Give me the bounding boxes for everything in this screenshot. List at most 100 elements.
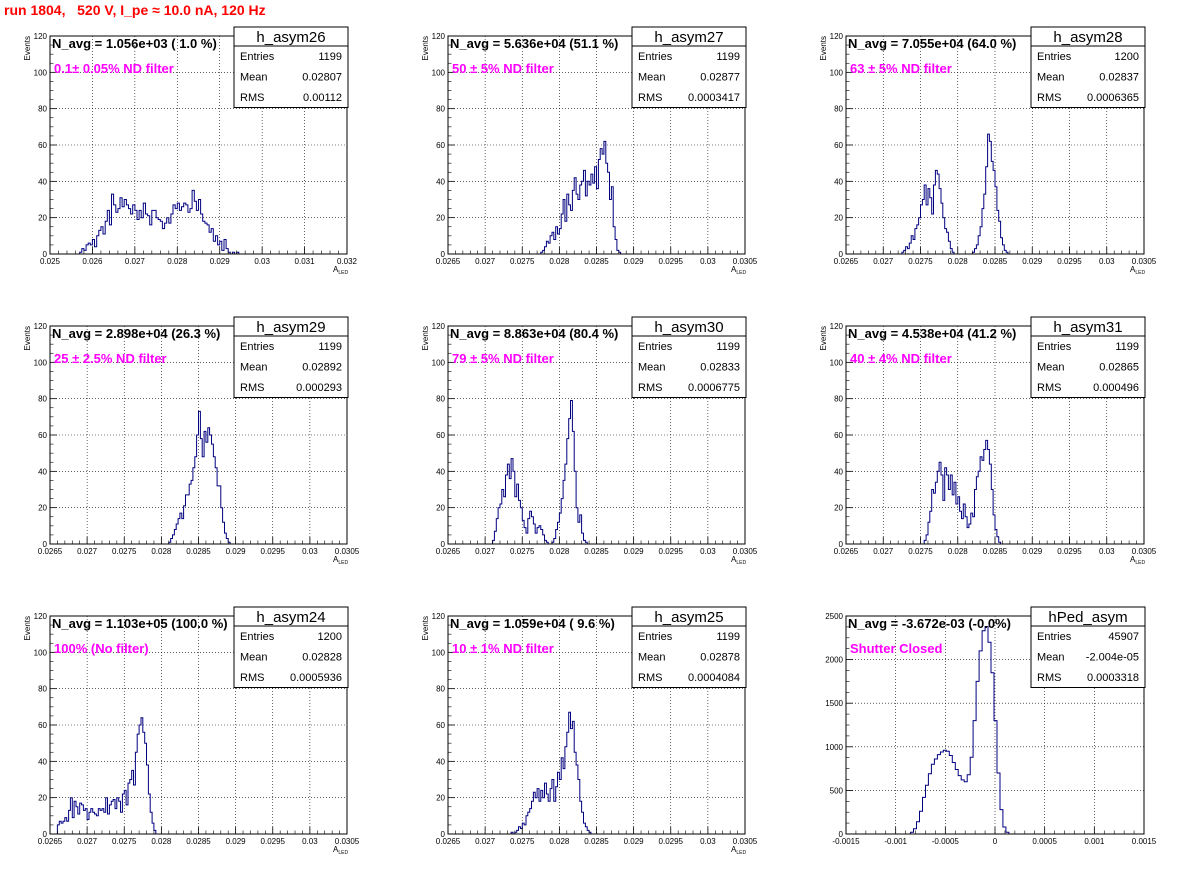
y-tick-label: 60 <box>436 431 445 440</box>
y-tick-label: 80 <box>436 395 445 404</box>
x-tick-label: 0.0265 <box>436 257 461 266</box>
y-tick-label: 0 <box>441 250 446 259</box>
x-axis-label: ALED <box>731 845 746 856</box>
y-tick-label: 80 <box>436 685 445 694</box>
y-tick-label: 60 <box>38 721 47 730</box>
y-tick-label: 40 <box>834 467 843 476</box>
x-axis-label: ALED <box>333 845 348 856</box>
y-tick-label: 80 <box>38 395 47 404</box>
navg-label: N_avg = 1.056e+03 ( 1.0 %) <box>52 36 217 51</box>
stats-box <box>631 316 747 398</box>
x-tick-label: 0.031 <box>295 257 316 266</box>
x-axis-label: ALED <box>333 265 348 276</box>
y-tick-label: 40 <box>436 757 445 766</box>
y-tick-label: 20 <box>436 794 445 803</box>
y-axis-label: Events <box>23 616 32 640</box>
stats-label: RMS <box>240 382 264 394</box>
x-tick-label: -0.001 <box>884 837 907 846</box>
x-tick-label: 0.0295 <box>659 257 684 266</box>
stats-label: Entries <box>638 631 673 643</box>
x-tick-label: 0.027 <box>475 257 496 266</box>
stats-value: 0.02877 <box>700 72 740 84</box>
stats-box <box>631 26 747 108</box>
stats-box <box>1030 26 1146 108</box>
navg-label: N_avg = 4.538e+04 (41.2 %) <box>848 326 1016 341</box>
x-tick-label: 0.025 <box>40 257 61 266</box>
stats-value: 45907 <box>1108 631 1139 643</box>
x-tick-label: 0.028 <box>948 257 969 266</box>
y-tick-label: 120 <box>830 32 844 41</box>
stats-label: RMS <box>638 672 662 684</box>
histogram-panel-hPed_asym: -0.0015 -0.001 -0.0005 0 0.0005 0.001 0.0015 0 5… <box>825 606 1157 846</box>
y-tick-label: 120 <box>432 612 446 621</box>
stats-box-title: h_asym31 <box>1053 319 1122 336</box>
x-axis-label-subscript: LED <box>1135 560 1145 566</box>
x-tick-label: 0.029 <box>226 547 247 556</box>
x-tick-label: 0.0305 <box>733 837 758 846</box>
y-tick-label: 0 <box>43 250 48 259</box>
y-axis-label: Events <box>23 36 32 60</box>
y-axis-label: Events <box>23 326 32 350</box>
histogram-bars <box>492 400 588 545</box>
y-tick-label: 100 <box>34 648 48 657</box>
x-tick-label: 0.028 <box>948 547 969 556</box>
stats-value: 0.02837 <box>1099 72 1139 84</box>
histogram-panel-h_asym28: 0.0265 0.027 0.0275 0.028 0.0285 0.029 0.0295 0… <box>819 26 1157 276</box>
stats-value: 1200 <box>1115 51 1139 63</box>
x-tick-label: 0.0015 <box>1132 837 1157 846</box>
y-tick-label: 0 <box>441 830 446 839</box>
stats-box <box>233 26 349 108</box>
x-tick-label: 0.0275 <box>112 547 137 556</box>
x-tick-label: 0.029 <box>1022 547 1043 556</box>
stats-value: -2.004e-05 <box>1086 652 1139 664</box>
y-tick-label: 80 <box>834 105 843 114</box>
stats-value: 0.02807 <box>302 72 342 84</box>
x-tick-label: 0.0285 <box>584 547 609 556</box>
y-axis-label: Events <box>819 326 828 350</box>
stats-label: Entries <box>240 341 275 353</box>
y-tick-label: 60 <box>834 141 843 150</box>
x-axis-label-subscript: LED <box>338 850 348 856</box>
navg-label: N_avg = 8.863e+04 (80.4 %) <box>450 326 618 341</box>
y-tick-label: 20 <box>38 504 47 513</box>
y-tick-label: 120 <box>34 322 48 331</box>
x-tick-label: 0.029 <box>1022 257 1043 266</box>
x-tick-label: 0.03 <box>1099 257 1115 266</box>
y-tick-label: 40 <box>38 757 47 766</box>
x-tick-label: 0.0265 <box>38 837 63 846</box>
stats-label: Entries <box>638 51 673 63</box>
stats-value: 1199 <box>1115 341 1139 353</box>
y-tick-label: 20 <box>436 214 445 223</box>
x-tick-label: 0.0005 <box>1032 837 1057 846</box>
histogram-panel-h_asym27: 0.0265 0.027 0.0275 0.028 0.0285 0.029 0.0295 0… <box>421 26 758 276</box>
y-tick-label: 100 <box>830 68 844 77</box>
x-tick-label: 0.0265 <box>834 257 859 266</box>
x-tick-label: 0.027 <box>873 257 894 266</box>
stats-box <box>1030 606 1146 688</box>
x-tick-label: 0.032 <box>337 257 358 266</box>
x-tick-label: 0.0305 <box>1132 257 1157 266</box>
x-tick-label: 0.0285 <box>983 547 1008 556</box>
x-tick-label: 0.03 <box>302 547 318 556</box>
x-axis-label-subscript: LED <box>736 270 746 276</box>
y-tick-label: 500 <box>830 786 844 795</box>
stats-box <box>233 316 349 398</box>
histogram-bars <box>510 711 592 835</box>
y-tick-label: 100 <box>432 358 446 367</box>
histogram-bars <box>910 626 1010 834</box>
stats-label: RMS <box>240 672 264 684</box>
y-tick-label: 120 <box>34 32 48 41</box>
histogram-bars <box>901 133 1009 255</box>
stats-value: 0.02878 <box>700 652 740 664</box>
stats-label: Entries <box>1037 631 1072 643</box>
stats-value: 0.0003417 <box>688 92 740 104</box>
page-title: run 1804, 520 V, I_pe ≈ 10.0 nA, 120 Hz <box>4 2 266 18</box>
y-axis-label: Events <box>819 36 828 60</box>
filter-label: 25 ± 2.5% ND filter <box>54 351 167 366</box>
x-tick-label: 0.03 <box>700 837 716 846</box>
y-tick-label: 60 <box>436 721 445 730</box>
stats-value: 0.0005936 <box>290 672 342 684</box>
x-tick-label: 0.0285 <box>186 837 211 846</box>
stats-label: Entries <box>240 51 275 63</box>
y-tick-label: 40 <box>38 177 47 186</box>
